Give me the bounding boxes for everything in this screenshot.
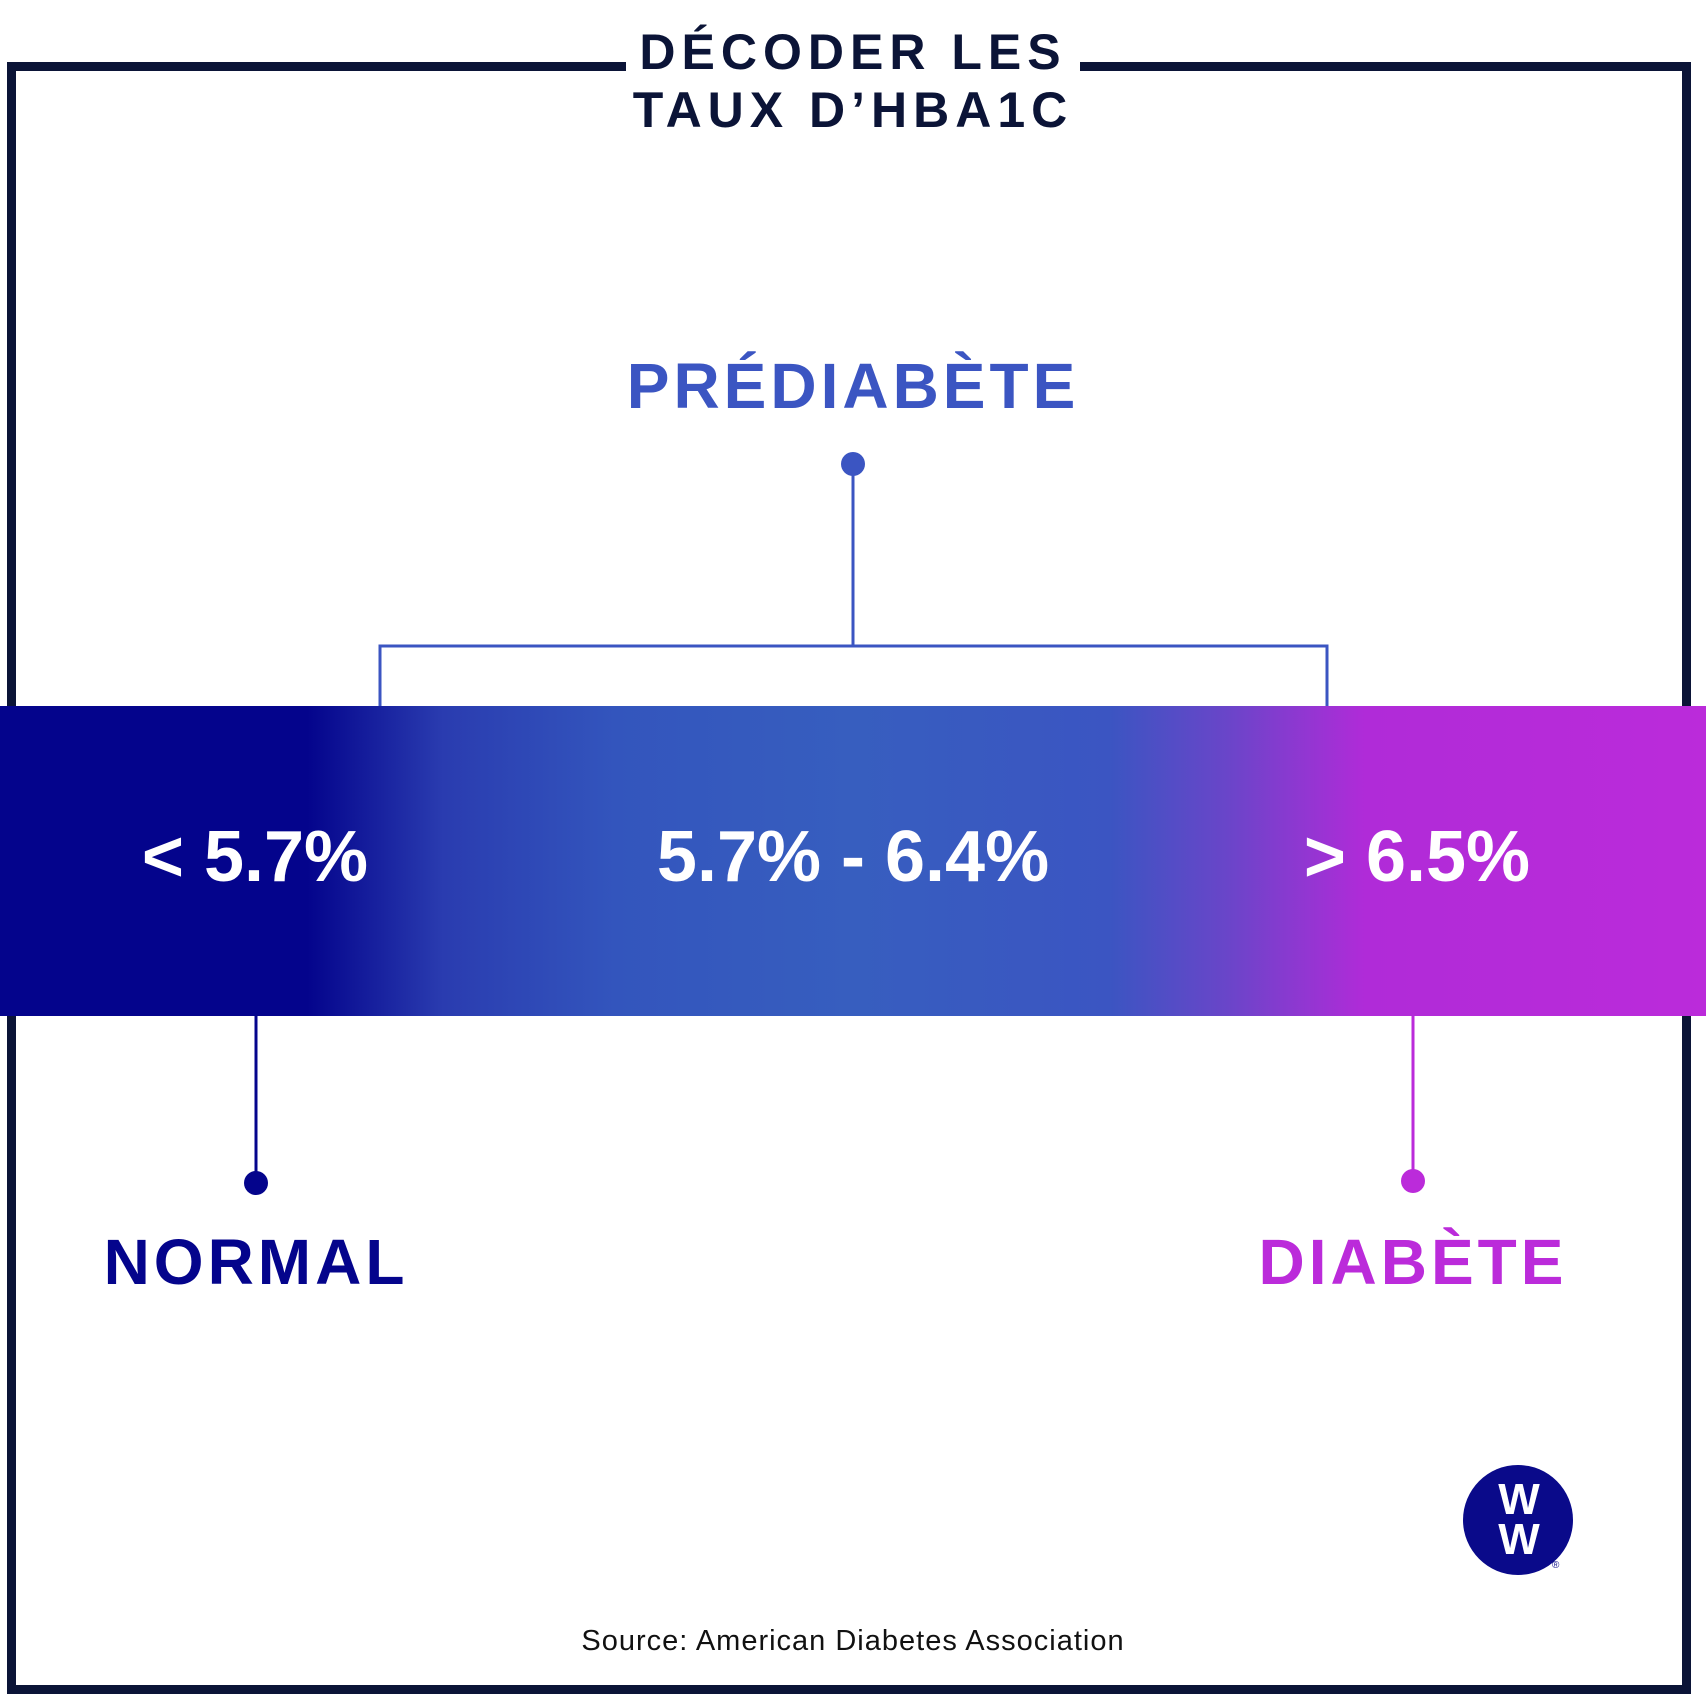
value-prediabetes: 5.7% - 6.4%: [656, 817, 1050, 897]
normal-connector: [244, 1016, 268, 1195]
label-diabetes: DIABÈTE: [1258, 1226, 1568, 1298]
label-prediabetes: PRÉDIABÈTE: [626, 350, 1080, 422]
value-normal: < 5.7%: [141, 817, 369, 897]
logo-letter-top: W: [1498, 1475, 1540, 1524]
title-line-1: DÉCODER LES: [639, 23, 1067, 80]
title-block: DÉCODER LES TAUX D’HBA1C: [626, 18, 1080, 143]
value-diabetes: > 6.5%: [1303, 817, 1531, 897]
source-note: Source: American Diabetes Association: [581, 1625, 1125, 1657]
label-normal: NORMAL: [103, 1226, 409, 1298]
diabetes-connector: [1401, 1016, 1425, 1193]
logo-letter-bottom: W: [1498, 1515, 1540, 1564]
prediabetes-connector: [378, 452, 1329, 706]
ww-logo-icon: W W: [1463, 1465, 1573, 1575]
title-line-2: TAUX D’HBA1C: [632, 81, 1074, 138]
registered-mark: ®: [1552, 1560, 1560, 1571]
gradient-band: [0, 706, 1706, 1016]
